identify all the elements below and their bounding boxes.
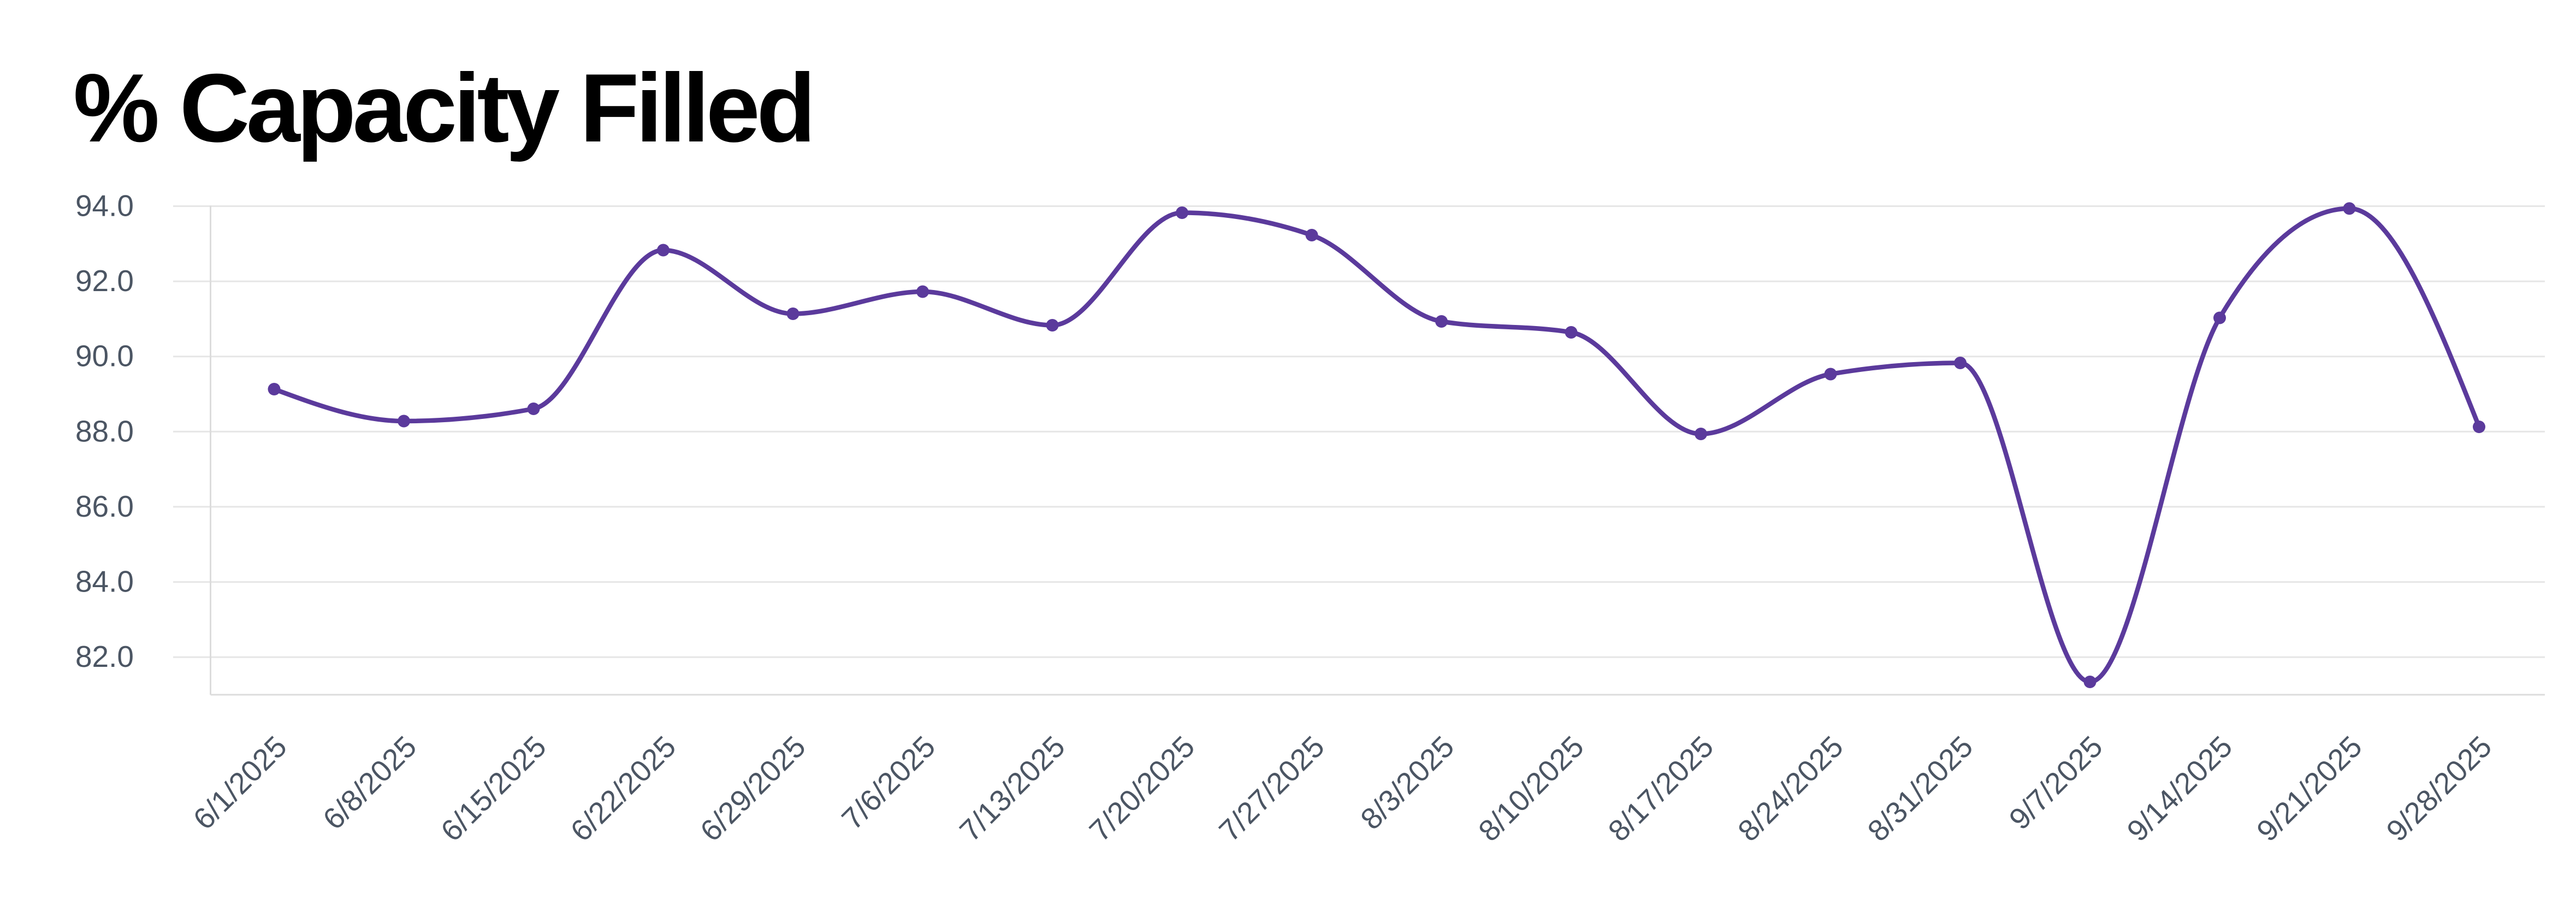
svg-text:84.0: 84.0	[75, 565, 134, 599]
svg-text:94.0: 94.0	[75, 189, 134, 223]
svg-text:88.0: 88.0	[75, 414, 134, 448]
svg-text:82.0: 82.0	[75, 640, 134, 673]
svg-text:86.0: 86.0	[75, 489, 134, 523]
svg-text:% Capacity Filled: % Capacity Filled	[73, 54, 812, 162]
svg-text:90.0: 90.0	[75, 339, 134, 373]
svg-text:92.0: 92.0	[75, 264, 134, 298]
